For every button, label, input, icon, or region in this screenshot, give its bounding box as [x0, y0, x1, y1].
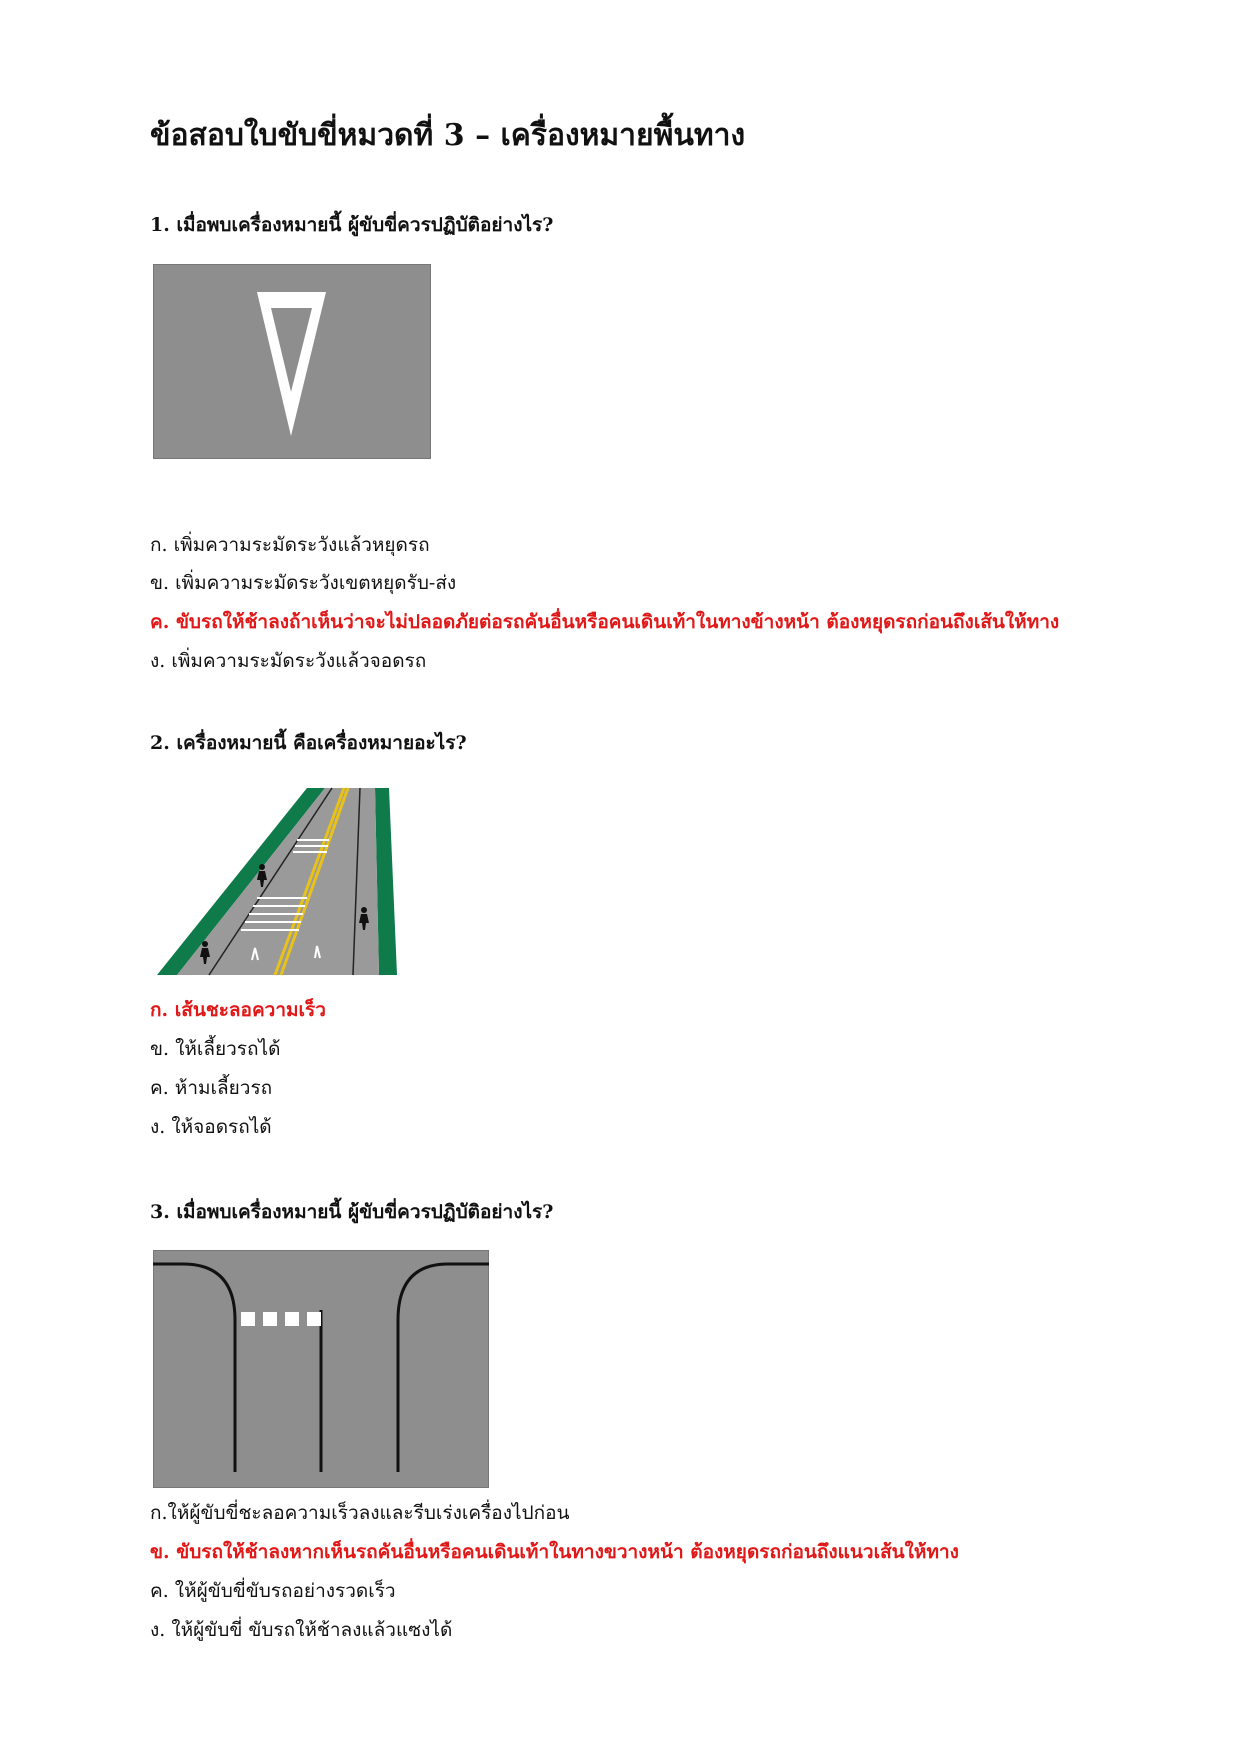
q3-option-d: ง. ให้ผู้ขับขี่ ขับรถให้ช้าลงแล้วแซงได้ — [150, 1619, 453, 1641]
q1-option-d: ง. เพิ่มความระมัดระวังแล้วจอดรถ — [150, 650, 427, 672]
q2-option-c: ค. ห้ามเลี้ยวรถ — [150, 1077, 273, 1099]
q3-option-a: ก.ให้ผู้ขับขี่ชะลอความเร็วลงและรีบเร่งเค… — [150, 1502, 570, 1524]
slow-down-lines-road-illustration-icon — [157, 780, 397, 978]
yield-triangle-road-marking-icon — [153, 264, 431, 459]
page-title: ข้อสอบใบขับขี่หมวดที่ 3 – เครื่องหมายพื้… — [150, 118, 746, 153]
q1-option-b: ข. เพิ่มความระมัดระวังเขตหยุดรับ-ส่ง — [150, 572, 457, 594]
q1-option-c-correct: ค. ขับรถให้ช้าลงถ้าเห็นว่าจะไม่ปลอดภัยต่… — [150, 611, 1060, 633]
q2-option-d: ง. ให้จอดรถได้ — [150, 1116, 272, 1138]
question-3-text: 3. เมื่อพบเครื่องหมายนี้ ผู้ขับขี่ควรปฏิ… — [150, 1201, 554, 1223]
question-1-text: 1. เมื่อพบเครื่องหมายนี้ ผู้ขับขี่ควรปฏิ… — [150, 214, 554, 236]
q3-option-b-correct: ข. ขับรถให้ช้าลงหากเห็นรถคันอื่นหรือคนเด… — [150, 1541, 959, 1563]
question-2-text: 2. เครื่องหมายนี้ คือเครื่องหมายอะไร? — [150, 732, 467, 754]
q3-option-c: ค. ให้ผู้ขับขี่ขับรถอย่างรวดเร็ว — [150, 1580, 396, 1602]
yield-line-intersection-diagram-icon — [153, 1250, 489, 1488]
q1-option-a: ก. เพิ่มความระมัดระวังแล้วหยุดรถ — [150, 534, 430, 556]
q2-option-b: ข. ให้เลี้ยวรถได้ — [150, 1038, 281, 1060]
q2-option-a-correct: ก. เส้นชะลอความเร็ว — [150, 999, 326, 1021]
